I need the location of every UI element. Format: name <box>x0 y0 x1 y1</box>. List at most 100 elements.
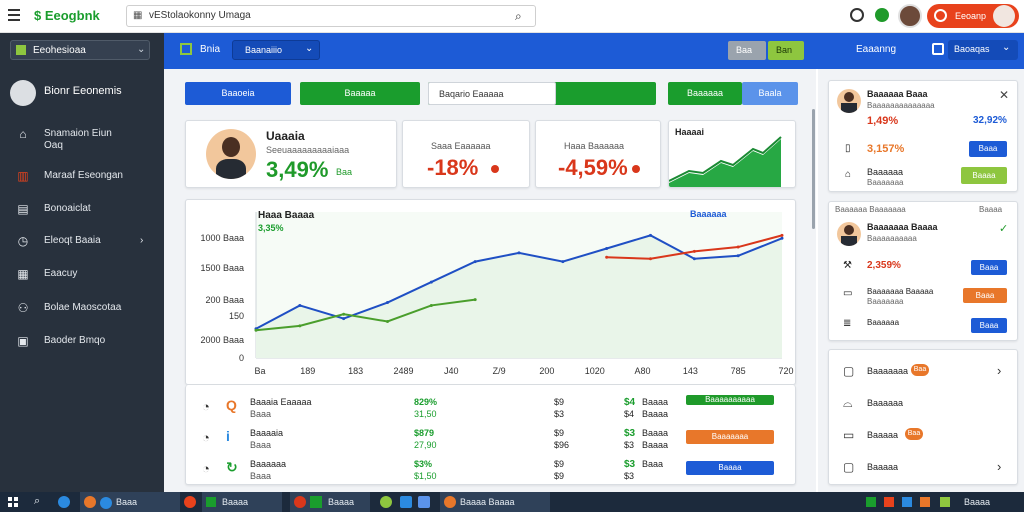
person-avatar <box>837 222 861 246</box>
row-value: Baaa <box>642 459 664 469</box>
row1-button[interactable]: Baaa <box>971 260 1007 275</box>
toolbar-green-button-2[interactable]: Baaaaaa <box>668 82 742 105</box>
avatar[interactable] <box>898 4 922 28</box>
right-list-item[interactable]: ▢ Baaaaa › <box>829 454 1019 482</box>
kpi-card-4[interactable]: Haaaai <box>668 120 796 188</box>
sidebar-item[interactable]: ▦ Eaacuy <box>0 261 164 289</box>
main-scrollbar[interactable] <box>812 109 815 229</box>
sidebar-item-sub: Oaq <box>44 140 63 151</box>
row-sub: Baaa <box>250 471 272 481</box>
metric-row2: 3,157% <box>867 143 905 155</box>
taskbar-item-3[interactable]: Baaaa <box>290 492 370 512</box>
sidebar-item[interactable]: ▤ Bonoaiclat <box>0 196 164 224</box>
row-value: $96 <box>554 440 570 450</box>
row-value: Baaaa <box>642 409 669 419</box>
row-tag-button[interactable]: Baaaaaaaaaa <box>686 395 774 405</box>
chat-icon[interactable] <box>850 8 864 22</box>
kpi-card-1[interactable]: Uaaaia Seeuaaaaaaaaaiaaa 3,49% Baa <box>185 120 397 188</box>
x-tick-label: 200 <box>539 366 554 376</box>
row3-button[interactable]: Baaaa <box>961 167 1007 184</box>
taskbar-item-1[interactable]: Baaa <box>80 492 180 512</box>
taskbar-item-4[interactable]: Baaaa Baaaa <box>440 492 550 512</box>
taskbar-item-2[interactable]: Baaaa <box>202 492 282 512</box>
kpi-card-3[interactable]: Haaa Baaaaaa -4,59% <box>535 120 661 188</box>
toolbar-lightblue-button[interactable]: Baala <box>742 82 798 105</box>
app-icon[interactable] <box>418 496 430 508</box>
tray-icon[interactable] <box>920 497 930 507</box>
brand-logo[interactable]: $ Eeogbnk <box>34 8 100 23</box>
series-point-blue <box>649 233 652 237</box>
status-icon[interactable] <box>875 8 889 22</box>
search-icon[interactable]: ⌕ <box>515 9 522 23</box>
series-point-blue <box>429 280 433 284</box>
sidebar-item[interactable]: ⚇ Bolae Maoscotaa <box>0 295 164 323</box>
record-icon <box>934 9 947 22</box>
settings-icon[interactable] <box>836 43 850 57</box>
primary-green-button-label: Ban <box>776 45 793 55</box>
secondary-button[interactable]: Baa <box>728 41 766 60</box>
profile-avatar[interactable] <box>10 80 36 106</box>
panel-select[interactable]: Baoaqas ⌄ <box>948 40 1018 60</box>
battery-icon: ▯ <box>845 143 851 154</box>
toolbar-blue-button[interactable]: Baaoeia <box>185 82 291 105</box>
toolbar-green-button[interactable]: Baaaaa <box>300 82 420 105</box>
header-right-title: Eaaanng <box>856 44 897 55</box>
kpi-card-2[interactable]: Saaa Eaaaaaa -18% <box>402 120 530 188</box>
row-tag-button[interactable]: Baaaa <box>686 461 774 475</box>
grid-icon: ▦ <box>133 10 143 21</box>
main-content: Baaoeia Baaaaa Baqario Eaaaaa Baaaaaa Ba… <box>164 69 816 492</box>
primary-green-button[interactable]: Ban <box>768 41 804 60</box>
sidebar-item-label: Snamaion Eiun <box>44 128 112 139</box>
workspace-select[interactable]: Eeohesioaa ⌄ <box>10 40 150 60</box>
account-button[interactable]: Eeoanp <box>927 4 1019 28</box>
account-button-label: Eeoanp <box>955 11 987 21</box>
tray-icon[interactable] <box>866 497 876 507</box>
tray-icon[interactable] <box>902 497 912 507</box>
header-label: Bnia <box>200 44 221 55</box>
y-tick-label: 1000 Baaa <box>200 233 244 243</box>
search-icon[interactable]: ⌕ <box>34 495 41 507</box>
chart-subtitle: 3,35% <box>258 223 284 233</box>
x-tick-label: 785 <box>731 366 746 376</box>
tray-icon[interactable] <box>884 497 894 507</box>
status-icon: ◔ <box>202 399 210 414</box>
right-list-item[interactable]: ▢ Baaaaaaa Baa › <box>829 358 1019 386</box>
start-icon[interactable] <box>8 497 18 507</box>
row2-button[interactable]: Baaa <box>963 288 1007 303</box>
row2-button[interactable]: Baaa <box>969 141 1007 157</box>
hamburger-menu-icon[interactable] <box>8 9 20 21</box>
taskbar-item-label: Baaaa Baaaa <box>460 497 515 507</box>
table-row[interactable]: ◔ ↻ Baaaaaa Baaa $3% $1,50 $9 $9 $3 $3 Baaa Baaaa <box>186 455 797 485</box>
tray-icon[interactable] <box>940 497 950 507</box>
row3-button[interactable]: Baaa <box>971 318 1007 333</box>
kpi-value: 3,49% <box>266 157 329 182</box>
close-icon[interactable]: ✕ <box>999 88 1010 102</box>
app-icon[interactable] <box>380 496 392 508</box>
x-tick-label: 1020 <box>585 366 605 376</box>
search-bar[interactable]: ▦ vEStolaokonny Umaga ⌕ <box>126 5 536 27</box>
browser-icon[interactable] <box>58 496 70 508</box>
app-icon[interactable] <box>400 496 412 508</box>
row-value: $4 <box>624 397 636 408</box>
right-list-item[interactable]: ▭ Baaaaa Baa <box>829 422 1019 450</box>
check-icon[interactable]: ✓ <box>999 223 1009 235</box>
right-list-item[interactable]: ⌓ Baaaaaa <box>829 390 1019 418</box>
sidebar-item[interactable]: ▥ Maraaf Eseongan <box>0 163 164 191</box>
series-point-green <box>473 298 477 302</box>
search-input[interactable]: vEStolaokonny Umaga <box>149 10 251 21</box>
row-tag-button[interactable]: Baaaaaaa <box>686 430 774 444</box>
table-row[interactable]: ◔ Q Baaaia Eaaaaa Baaa 829% 31,50 $9 $3 $4 $4 Baaa… <box>186 393 797 423</box>
y-tick-label: 150 <box>229 311 244 321</box>
sidebar-item[interactable]: ⌂ Snamaion Eiun Oaq <box>0 121 164 151</box>
app-icon[interactable] <box>184 496 196 508</box>
series-point-blue <box>473 260 477 264</box>
tab-selector[interactable]: Baanaiiio ⌄ <box>232 40 320 60</box>
sidebar-item[interactable]: ◷ Eleoqt Baaia › <box>0 228 164 256</box>
card-header: Baaaaaa Baaaaaaa <box>835 205 906 214</box>
sidebar-item[interactable]: ▣ Baoder Bmqo <box>0 328 164 356</box>
series-point-green <box>254 328 258 332</box>
row-value: $879 <box>414 428 435 438</box>
series-point-red <box>605 255 609 259</box>
filter-input[interactable]: Baqario Eaaaaa <box>428 82 556 105</box>
table-row[interactable]: ◔ i Baaaaia Baaa $879 27,90 $9 $96 $3 $3 Baaaa Baaa… <box>186 424 797 454</box>
